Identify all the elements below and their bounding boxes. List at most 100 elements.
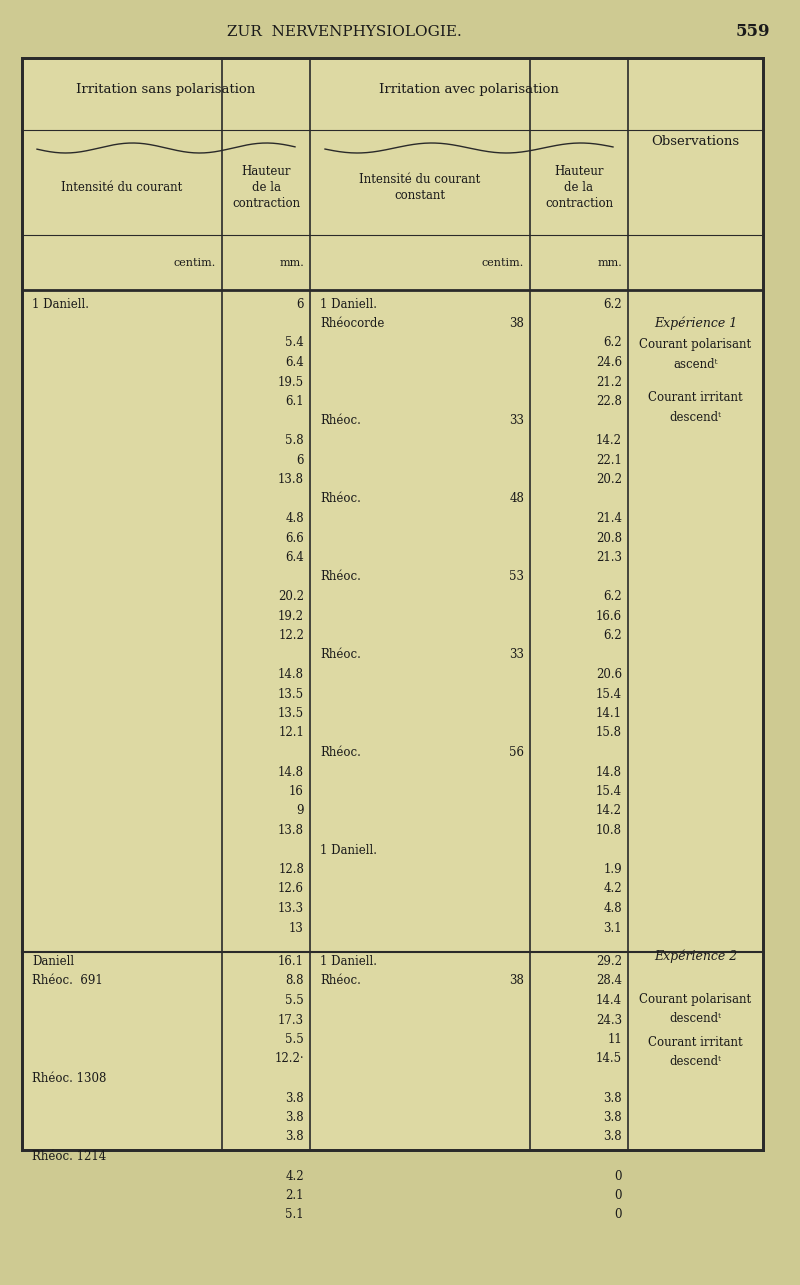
- Text: Expérience 2: Expérience 2: [654, 950, 737, 964]
- Text: Rhéoc.  691: Rhéoc. 691: [32, 974, 102, 987]
- Text: 28.4: 28.4: [596, 974, 622, 987]
- Text: 22.1: 22.1: [596, 454, 622, 466]
- Text: 4.2: 4.2: [603, 883, 622, 896]
- Text: Rhéoc.: Rhéoc.: [320, 747, 361, 759]
- Text: 19.5: 19.5: [278, 375, 304, 388]
- Text: Courant irritant: Courant irritant: [648, 1036, 743, 1049]
- Text: 33: 33: [509, 415, 524, 428]
- Text: 14.8: 14.8: [278, 766, 304, 779]
- Text: Courant polarisant: Courant polarisant: [639, 993, 751, 1006]
- Text: 3.8: 3.8: [286, 1131, 304, 1144]
- Text: 5.1: 5.1: [286, 1208, 304, 1222]
- Text: 11: 11: [607, 1033, 622, 1046]
- Text: Rhéoc.: Rhéoc.: [320, 492, 361, 505]
- Text: 24.6: 24.6: [596, 356, 622, 369]
- Text: Hauteur
de la
contraction: Hauteur de la contraction: [232, 164, 300, 209]
- Text: 16.1: 16.1: [278, 955, 304, 968]
- Text: 559: 559: [735, 23, 770, 41]
- Text: 1 Daniell.: 1 Daniell.: [320, 955, 377, 968]
- Text: 20.8: 20.8: [596, 532, 622, 545]
- Text: 6.6: 6.6: [286, 532, 304, 545]
- Text: 16: 16: [289, 785, 304, 798]
- Text: 38: 38: [509, 317, 524, 330]
- Text: 12.6: 12.6: [278, 883, 304, 896]
- Text: 0: 0: [614, 1208, 622, 1222]
- Text: 6.4: 6.4: [286, 551, 304, 564]
- Text: Rhéoc.: Rhéoc.: [320, 415, 361, 428]
- Text: 12.2: 12.2: [278, 628, 304, 642]
- Text: 6.2: 6.2: [603, 628, 622, 642]
- Text: 3.8: 3.8: [603, 1091, 622, 1105]
- Text: 13.8: 13.8: [278, 824, 304, 837]
- Text: 2.1: 2.1: [286, 1189, 304, 1201]
- Text: 13: 13: [289, 921, 304, 934]
- Text: 15.4: 15.4: [596, 785, 622, 798]
- Text: 14.8: 14.8: [596, 766, 622, 779]
- Text: 8.8: 8.8: [286, 974, 304, 987]
- Text: Courant irritant: Courant irritant: [648, 391, 743, 403]
- Text: mm.: mm.: [598, 257, 622, 267]
- Text: 3.8: 3.8: [603, 1112, 622, 1124]
- Text: 17.3: 17.3: [278, 1014, 304, 1027]
- Text: 1 Daniell.: 1 Daniell.: [320, 298, 377, 311]
- Text: 5.5: 5.5: [286, 1033, 304, 1046]
- Text: mm.: mm.: [279, 257, 304, 267]
- Text: Irritation avec polarisation: Irritation avec polarisation: [379, 82, 559, 95]
- Text: Irritation sans polarisation: Irritation sans polarisation: [76, 82, 256, 95]
- Text: 14.4: 14.4: [596, 995, 622, 1007]
- Text: 5.5: 5.5: [286, 995, 304, 1007]
- Text: 21.4: 21.4: [596, 511, 622, 526]
- Text: 9: 9: [297, 804, 304, 817]
- Text: Courant polarisant: Courant polarisant: [639, 338, 751, 352]
- Text: descendᵗ: descendᵗ: [670, 1013, 722, 1025]
- Text: 20.2: 20.2: [596, 473, 622, 486]
- Text: 6.1: 6.1: [286, 394, 304, 409]
- Text: 15.4: 15.4: [596, 687, 622, 700]
- Text: 6.4: 6.4: [286, 356, 304, 369]
- Text: 48: 48: [509, 492, 524, 505]
- Text: Intensité du courant
constant: Intensité du courant constant: [359, 173, 481, 202]
- Text: 14.2: 14.2: [596, 804, 622, 817]
- Text: 4.8: 4.8: [603, 902, 622, 915]
- Text: 14.1: 14.1: [596, 707, 622, 720]
- Text: 6.2: 6.2: [603, 298, 622, 311]
- Text: 19.2: 19.2: [278, 609, 304, 622]
- Text: 29.2: 29.2: [596, 955, 622, 968]
- Text: Rhéocorde: Rhéocorde: [320, 317, 384, 330]
- Text: Rhéoc.: Rhéoc.: [320, 649, 361, 662]
- Text: 3.8: 3.8: [603, 1131, 622, 1144]
- Text: 16.6: 16.6: [596, 609, 622, 622]
- Text: 21.3: 21.3: [596, 551, 622, 564]
- Text: 15.8: 15.8: [596, 726, 622, 739]
- Text: Rhéoc.: Rhéoc.: [320, 974, 361, 987]
- Text: 4.8: 4.8: [286, 511, 304, 526]
- Text: 3.1: 3.1: [603, 921, 622, 934]
- Text: ascendᵗ: ascendᵗ: [674, 359, 718, 371]
- Text: 20.2: 20.2: [278, 590, 304, 603]
- Text: 12.8: 12.8: [278, 864, 304, 876]
- Text: ZUR  NERVENPHYSIOLOGIE.: ZUR NERVENPHYSIOLOGIE.: [226, 24, 462, 39]
- Text: 1.9: 1.9: [603, 864, 622, 876]
- Text: 1 Daniell.: 1 Daniell.: [32, 298, 89, 311]
- Text: 3.8: 3.8: [286, 1091, 304, 1105]
- Text: 13.5: 13.5: [278, 687, 304, 700]
- Text: 13.5: 13.5: [278, 707, 304, 720]
- Text: 1 Daniell.: 1 Daniell.: [320, 843, 377, 857]
- Text: Rhéoc.: Rhéoc.: [320, 571, 361, 583]
- Text: 5.8: 5.8: [286, 434, 304, 447]
- Text: 4.2: 4.2: [286, 1169, 304, 1182]
- Text: Hauteur
de la
contraction: Hauteur de la contraction: [545, 164, 613, 209]
- Text: 6.2: 6.2: [603, 590, 622, 603]
- Text: descendᵗ: descendᵗ: [670, 411, 722, 424]
- Text: 20.6: 20.6: [596, 668, 622, 681]
- Text: 6: 6: [297, 298, 304, 311]
- Text: 13.3: 13.3: [278, 902, 304, 915]
- Text: 6.2: 6.2: [603, 337, 622, 350]
- Text: 14.2: 14.2: [596, 434, 622, 447]
- Text: 13.8: 13.8: [278, 473, 304, 486]
- Text: 3.8: 3.8: [286, 1112, 304, 1124]
- Text: 22.8: 22.8: [596, 394, 622, 409]
- Text: Daniell: Daniell: [32, 955, 74, 968]
- Text: 21.2: 21.2: [596, 375, 622, 388]
- Text: centim.: centim.: [174, 257, 216, 267]
